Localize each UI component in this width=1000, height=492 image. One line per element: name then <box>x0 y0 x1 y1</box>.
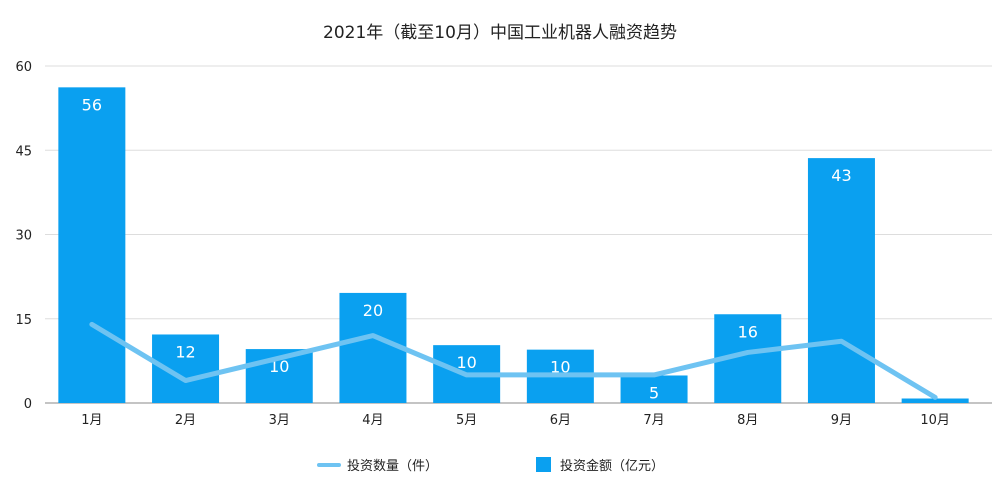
bar-data-label: 5 <box>649 383 659 402</box>
bar-data-label: 16 <box>738 322 758 341</box>
x-tick-label: 7月 <box>643 413 664 428</box>
legend-label-line: 投资数量（件） <box>347 458 438 474</box>
x-tick-label: 4月 <box>362 413 383 428</box>
y-tick-label: 15 <box>15 313 32 328</box>
bar <box>620 375 688 403</box>
y-tick-label: 30 <box>15 229 32 244</box>
y-tick-label: 45 <box>15 144 32 159</box>
bar-data-label: 43 <box>831 166 851 185</box>
bar-data-label: 10 <box>456 353 476 372</box>
x-tick-label: 10月 <box>920 413 950 428</box>
legend-label-bar: 投资金额（亿元） <box>560 458 664 474</box>
legend-bar-swatch <box>536 457 551 472</box>
bar <box>901 398 969 403</box>
y-tick-label: 60 <box>15 60 32 75</box>
y-tick-label: 0 <box>24 397 32 412</box>
bar <box>339 292 407 403</box>
chart-title: 2021年（截至10月）中国工业机器人融资趋势 <box>323 23 677 43</box>
bar-data-label: 56 <box>82 95 102 114</box>
x-tick-label: 8月 <box>737 413 758 428</box>
x-tick-label: 2月 <box>175 413 196 428</box>
bar-data-label: 20 <box>363 301 383 320</box>
x-tick-label: 3月 <box>269 413 290 428</box>
x-tick-label: 6月 <box>550 413 571 428</box>
bar <box>58 87 126 404</box>
x-tick-label: 1月 <box>81 413 102 428</box>
x-tick-label: 9月 <box>831 413 852 428</box>
bar <box>807 158 875 403</box>
x-tick-label: 5月 <box>456 413 477 428</box>
bar-data-label: 10 <box>550 358 570 377</box>
line-series <box>89 321 938 400</box>
bar-data-label: 12 <box>175 342 195 361</box>
